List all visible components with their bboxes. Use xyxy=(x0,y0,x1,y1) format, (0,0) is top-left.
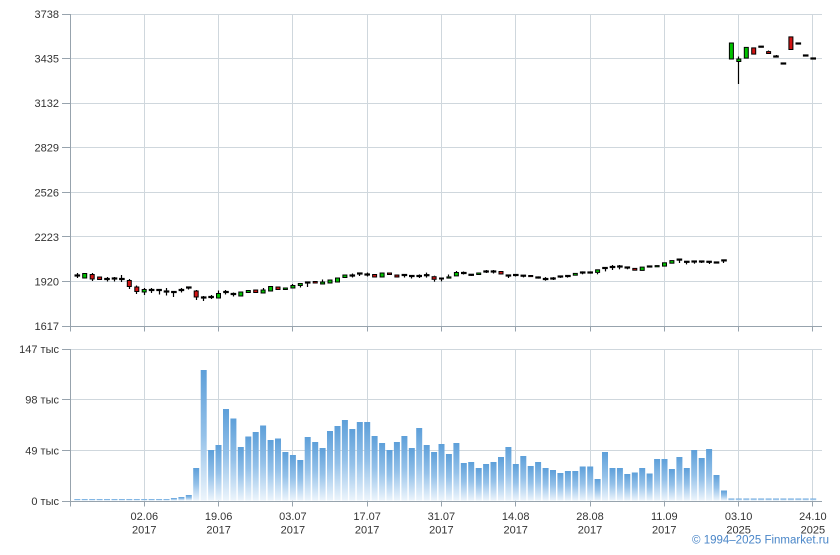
svg-text:2223: 2223 xyxy=(35,232,59,244)
svg-text:31.07: 31.07 xyxy=(428,511,456,523)
svg-text:1920: 1920 xyxy=(35,276,59,288)
svg-text:0 тыс: 0 тыс xyxy=(31,496,59,508)
svg-text:11.09: 11.09 xyxy=(651,511,678,523)
svg-text:03.10: 03.10 xyxy=(725,511,753,523)
svg-text:2017: 2017 xyxy=(281,525,305,537)
svg-text:2017: 2017 xyxy=(578,525,602,537)
svg-text:2526: 2526 xyxy=(35,187,59,199)
svg-text:2017: 2017 xyxy=(503,525,527,537)
svg-text:17.07: 17.07 xyxy=(353,511,381,523)
svg-text:14.08: 14.08 xyxy=(502,511,530,523)
svg-text:147 тыс: 147 тыс xyxy=(19,344,59,356)
svg-text:3132: 3132 xyxy=(35,98,59,110)
svg-text:2017: 2017 xyxy=(206,525,230,537)
svg-text:03.07: 03.07 xyxy=(279,511,307,523)
svg-text:2017: 2017 xyxy=(132,525,156,537)
svg-text:28.08: 28.08 xyxy=(576,511,604,523)
svg-text:49 тыс: 49 тыс xyxy=(25,445,59,457)
svg-text:24.10: 24.10 xyxy=(799,511,827,523)
svg-text:2025: 2025 xyxy=(801,525,825,537)
svg-text:2017: 2017 xyxy=(429,525,453,537)
svg-text:1617: 1617 xyxy=(35,321,59,333)
svg-text:02.06: 02.06 xyxy=(131,511,159,523)
svg-text:2025: 2025 xyxy=(726,525,750,537)
svg-text:19.06: 19.06 xyxy=(205,511,233,523)
svg-text:2829: 2829 xyxy=(35,143,59,155)
svg-text:2017: 2017 xyxy=(355,525,379,537)
svg-text:98 тыс: 98 тыс xyxy=(25,395,59,407)
svg-text:3738: 3738 xyxy=(35,9,59,21)
svg-text:© 1994–2025 Finmarket.ru: © 1994–2025 Finmarket.ru xyxy=(692,535,829,547)
svg-text:3435: 3435 xyxy=(35,54,59,66)
svg-text:2017: 2017 xyxy=(652,525,676,537)
